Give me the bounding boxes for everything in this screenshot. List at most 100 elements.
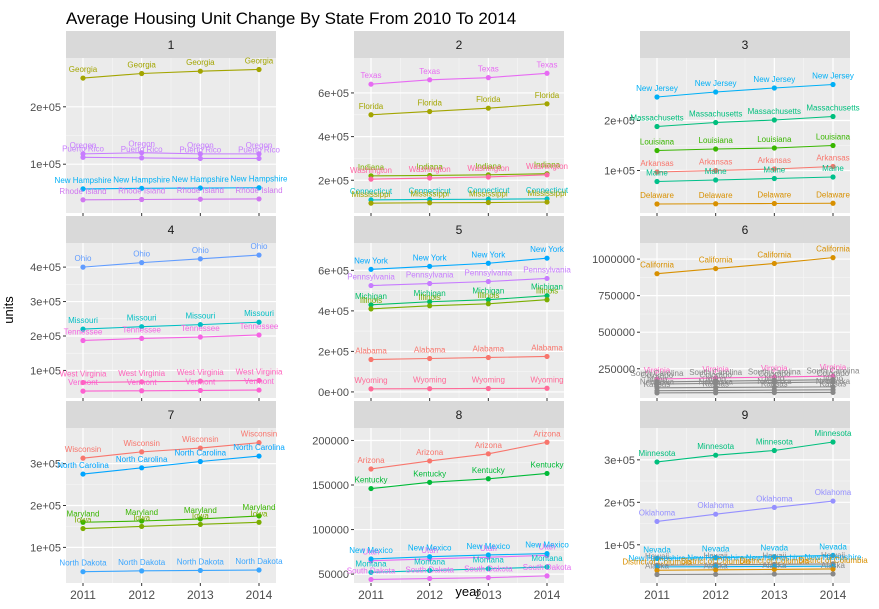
data-point [139, 449, 144, 454]
data-point [427, 386, 432, 391]
data-point [654, 124, 659, 129]
series-line [657, 566, 833, 567]
data-label: Wyoming [530, 375, 563, 384]
data-point [486, 261, 491, 266]
data-label: Washington [350, 166, 392, 175]
data-label: Wyoming [472, 375, 505, 384]
data-label: North Dakota [59, 559, 107, 568]
data-label: Pennsylvania [465, 268, 513, 277]
data-label: Iowa [251, 509, 268, 518]
data-label: Kentucky [472, 466, 505, 475]
data-label: Wyoming [354, 376, 387, 385]
data-label: Tennessee [64, 327, 103, 336]
data-point [198, 568, 203, 573]
data-point [256, 156, 261, 161]
data-point [830, 174, 835, 179]
data-point [830, 439, 835, 444]
data-label: Puerto Rico [62, 144, 104, 153]
data-point [544, 297, 549, 302]
data-point [713, 266, 718, 271]
data-label: Minnesota [697, 442, 734, 451]
data-label: Kansas [820, 379, 847, 388]
data-point [654, 179, 659, 184]
data-label: Alabama [355, 347, 387, 356]
data-label: Louisiana [699, 136, 734, 145]
y-tick-label: 50000 [318, 569, 349, 581]
data-label: Arkansas [640, 159, 673, 168]
data-label: Rhode Island [177, 186, 224, 195]
data-label: Ohio [133, 250, 150, 259]
data-label: New Jersey [695, 79, 737, 88]
data-point [772, 390, 777, 395]
data-point [830, 255, 835, 260]
data-point [198, 256, 203, 261]
data-point [80, 75, 85, 80]
data-label: Mississippi [410, 190, 449, 199]
data-point [139, 260, 144, 265]
data-label: Rhode Island [59, 187, 106, 196]
data-label: Illinois [360, 296, 382, 305]
data-point [713, 390, 718, 395]
data-point [198, 156, 203, 161]
data-label: Tennessee [181, 324, 220, 333]
data-label: South Dakota [405, 566, 454, 575]
data-label: Pennsylvania [347, 273, 395, 282]
data-point [368, 201, 373, 206]
data-point [830, 390, 835, 395]
data-label: Texas [419, 67, 440, 76]
data-point [772, 261, 777, 266]
data-label: Oklahoma [697, 501, 734, 510]
data-label: Louisiana [757, 135, 792, 144]
y-tick-label: 4e+05 [318, 132, 349, 144]
data-label: Massachusetts [806, 104, 859, 113]
data-point [544, 386, 549, 391]
data-point [544, 256, 549, 261]
data-label: Louisiana [816, 133, 851, 142]
data-label: Arkansas [699, 158, 732, 167]
data-label: Delaware [699, 191, 733, 200]
data-label: North Dakota [235, 557, 283, 566]
data-label: North Carolina [116, 455, 168, 464]
data-point [772, 505, 777, 510]
facet-panel-6: 6250000500000750000100000020112012201320… [592, 216, 860, 417]
data-label: California [816, 245, 850, 254]
data-label: Alabama [414, 345, 446, 354]
data-point [654, 94, 659, 99]
data-label: Puerto Rico [179, 145, 221, 154]
x-tick-label: 2011 [358, 588, 384, 602]
data-label: North Dakota [118, 558, 166, 567]
data-label: Vermont [244, 377, 275, 386]
data-point [544, 354, 549, 359]
data-point [486, 279, 491, 284]
data-point [80, 197, 85, 202]
data-point [486, 575, 491, 580]
data-point [654, 572, 659, 577]
data-label: Puerto Rico [121, 145, 163, 154]
data-label: Maine [705, 167, 727, 176]
data-label: New Hampshire [172, 175, 229, 184]
data-label: California [699, 256, 733, 265]
data-label: California [757, 250, 791, 259]
data-point [80, 569, 85, 574]
data-label: Arkansas [816, 154, 849, 163]
data-point [139, 71, 144, 76]
y-tick-label: 2e+05 [318, 175, 349, 187]
data-point [80, 338, 85, 343]
data-label: Arizona [533, 429, 561, 438]
data-label: Alaska [704, 561, 729, 570]
data-point [544, 199, 549, 204]
data-label: Kansas [702, 380, 729, 389]
y-tick-label: 150000 [312, 480, 349, 492]
data-label: Missouri [127, 314, 157, 323]
data-label: Washington [526, 162, 568, 171]
data-point [772, 117, 777, 122]
data-point [486, 174, 491, 179]
data-point [256, 196, 261, 201]
y-tick-label: 2e+05 [30, 102, 61, 114]
data-label: Alaska [821, 561, 846, 570]
data-label: West Virginia [177, 368, 224, 377]
facet-panel-1: 11e+052e+052011201220132014GeorgiaGeorgi… [30, 31, 288, 232]
data-label: Mississippi [352, 190, 391, 199]
y-tick-label: 0e+00 [318, 387, 349, 399]
